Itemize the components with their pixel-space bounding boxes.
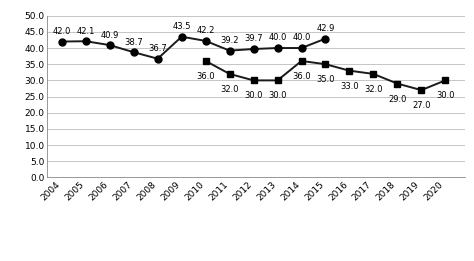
Estimation Results by The Ministry of Economy of Ukraine <box>275 79 281 82</box>
Text: 40.0: 40.0 <box>268 33 287 43</box>
Text: 42.0: 42.0 <box>53 27 71 36</box>
Estimation Results by L. Medina and F. Schneider <box>251 48 256 51</box>
Text: 42.2: 42.2 <box>196 26 215 35</box>
Estimation Results by The Ministry of Economy of Ukraine <box>227 72 232 75</box>
Text: 36.7: 36.7 <box>148 44 167 53</box>
Estimation Results by L. Medina and F. Schneider <box>179 35 184 38</box>
Estimation Results by L. Medina and F. Schneider <box>131 51 137 54</box>
Text: 32.0: 32.0 <box>364 85 383 94</box>
Estimation Results by L. Medina and F. Schneider <box>299 46 304 50</box>
Estimation Results by The Ministry of Economy of Ukraine <box>251 79 256 82</box>
Estimation Results by The Ministry of Economy of Ukraine <box>299 60 304 63</box>
Estimation Results by L. Medina and F. Schneider <box>275 46 281 50</box>
Text: 36.0: 36.0 <box>292 72 311 81</box>
Text: 30.0: 30.0 <box>268 92 287 100</box>
Text: 42.1: 42.1 <box>77 27 95 36</box>
Text: 38.7: 38.7 <box>124 38 143 47</box>
Text: 43.5: 43.5 <box>173 22 191 31</box>
Text: 35.0: 35.0 <box>316 75 335 84</box>
Text: 42.9: 42.9 <box>316 24 335 33</box>
Estimation Results by The Ministry of Economy of Ukraine <box>371 72 376 75</box>
Estimation Results by The Ministry of Economy of Ukraine <box>346 69 352 72</box>
Estimation Results by The Ministry of Economy of Ukraine <box>419 88 424 92</box>
Estimation Results by L. Medina and F. Schneider <box>227 49 232 52</box>
Estimation Results by L. Medina and F. Schneider <box>323 37 328 40</box>
Text: 30.0: 30.0 <box>436 92 455 100</box>
Text: 33.0: 33.0 <box>340 82 359 91</box>
Estimation Results by The Ministry of Economy of Ukraine <box>203 60 209 63</box>
Text: 32.0: 32.0 <box>220 85 239 94</box>
Text: 29.0: 29.0 <box>388 95 407 104</box>
Estimation Results by L. Medina and F. Schneider <box>203 39 209 43</box>
Estimation Results by L. Medina and F. Schneider <box>155 57 161 60</box>
Estimation Results by The Ministry of Economy of Ukraine <box>394 82 400 85</box>
Text: 40.9: 40.9 <box>100 31 119 40</box>
Text: 39.7: 39.7 <box>244 34 263 43</box>
Estimation Results by L. Medina and F. Schneider <box>59 40 64 43</box>
Estimation Results by The Ministry of Economy of Ukraine <box>443 79 448 82</box>
Text: 30.0: 30.0 <box>244 92 263 100</box>
Text: 36.0: 36.0 <box>196 72 215 81</box>
Text: 39.2: 39.2 <box>220 36 239 45</box>
Line: Estimation Results by The Ministry of Economy of Ukraine: Estimation Results by The Ministry of Ec… <box>202 57 449 94</box>
Estimation Results by L. Medina and F. Schneider <box>83 40 89 43</box>
Line: Estimation Results by L. Medina and F. Schneider: Estimation Results by L. Medina and F. S… <box>58 33 329 62</box>
Estimation Results by The Ministry of Economy of Ukraine <box>323 63 328 66</box>
Text: 40.0: 40.0 <box>292 33 310 43</box>
Text: 27.0: 27.0 <box>412 101 430 110</box>
Estimation Results by L. Medina and F. Schneider <box>107 44 112 47</box>
